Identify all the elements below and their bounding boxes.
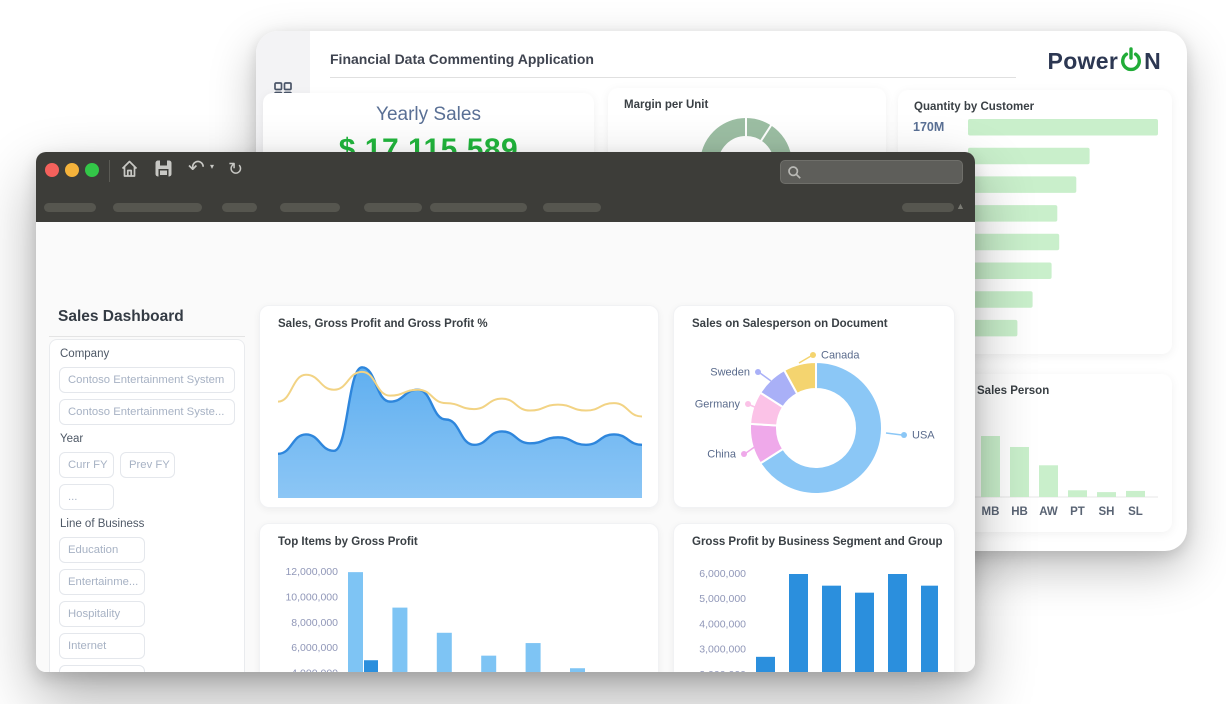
filter-panel: Company Contoso Entertainment System Conto… [49, 339, 245, 672]
page-title: Sales Dashboard [58, 308, 184, 325]
chart-title: Sales on Salesperson on Document [692, 318, 888, 330]
grouped-bar-chart: 12,000,000 10,000,000 8,000,000 6,000,000 4,… [278, 554, 642, 672]
svg-text:6,000,000: 6,000,000 [699, 568, 746, 580]
logo-text-power: Power [1047, 48, 1119, 74]
menu-item[interactable] [364, 203, 422, 212]
svg-text:2,000,000: 2,000,000 [699, 669, 746, 672]
menu-item[interactable] [280, 203, 340, 212]
filter-chip-group: Curr FY Prev FY... [59, 452, 235, 510]
axis-tick-label: 170M [913, 120, 945, 134]
top-items-card: Top Items by Gross Profit 12,000,000 10,0… [259, 523, 659, 672]
salesperson-donut-card: Sales on Salesperson on Document USA Chin… [673, 305, 955, 508]
search-icon [788, 165, 801, 179]
svg-text:10,000,000: 10,000,000 [285, 591, 338, 603]
chart-title: Quantity by Customer [914, 101, 1035, 113]
svg-text:SL: SL [1128, 506, 1143, 518]
close-window-button[interactable] [45, 163, 59, 177]
filter-chip-group: Contoso Entertainment System Contoso Ente… [59, 367, 235, 425]
filter-chip-group: Education Entertainme... Hospitality Intern… [59, 537, 235, 672]
poweron-logo: Power N [1048, 46, 1161, 77]
logo-text-n: N [1144, 48, 1161, 74]
menu-item[interactable] [222, 203, 257, 212]
donut-chart: USA China Germany Sweden Canada [674, 306, 956, 509]
svg-text:AW: AW [1039, 506, 1058, 518]
sales-person-bar-chart: MB HB AW PT SH SL [900, 374, 1172, 532]
sales-gross-profit-card: Sales, Gross Profit and Gross Profit % [259, 305, 659, 508]
chart-title: Gross Profit by Business Segment and Gro… [692, 536, 943, 548]
bar-chart: 6,000,000 5,000,000 4,000,000 3,000,000 2,00… [692, 557, 940, 672]
svg-text:3,000,000: 3,000,000 [699, 644, 746, 656]
power-icon [1119, 46, 1143, 77]
svg-text:8,000,000: 8,000,000 [291, 617, 338, 629]
svg-text:Canada: Canada [821, 350, 860, 362]
svg-text:4,000,000: 4,000,000 [291, 668, 338, 672]
svg-text:USA: USA [912, 430, 935, 442]
heading-divider [49, 336, 245, 337]
svg-text:Germany: Germany [695, 399, 741, 411]
filter-group-label: Line of Business [60, 518, 145, 530]
menu-item[interactable] [902, 203, 954, 212]
window-titlebar: ↶ ▾ ↻ ▲ [36, 152, 975, 222]
search-input[interactable] [802, 164, 956, 180]
save-button[interactable] [155, 160, 172, 183]
chart-title: Sales, Gross Profit and Gross Profit % [278, 318, 488, 330]
svg-text:MB: MB [982, 506, 1000, 518]
title-divider [330, 77, 1016, 78]
refresh-button[interactable]: ↻ [228, 159, 244, 179]
filter-chip[interactable]: Education [59, 537, 145, 563]
minimize-window-button[interactable] [65, 163, 79, 177]
menu-item[interactable] [543, 203, 601, 212]
dashboard-content: Sales Dashboard Company Contoso Entertain… [36, 222, 975, 672]
filter-chip[interactable]: ... [59, 484, 114, 510]
menu-item[interactable] [44, 203, 96, 212]
undo-button[interactable]: ↶ [188, 157, 205, 179]
menu-item[interactable] [430, 203, 527, 212]
undo-dropdown-icon[interactable]: ▾ [210, 162, 215, 171]
filter-chip[interactable]: Contoso Entertainment System [59, 367, 235, 393]
quantity-bar-chart [898, 90, 1172, 354]
dashboard-window: ↶ ▾ ↻ ▲ Sales Dashboard Company Contoso E… [36, 152, 975, 672]
chart-title: Sales Person [977, 385, 1050, 397]
filter-chip[interactable]: Hospitality [59, 601, 145, 627]
filter-chip[interactable]: Retailers [59, 665, 145, 672]
home-button[interactable] [120, 158, 139, 185]
ribbon-collapse-icon[interactable]: ▲ [956, 201, 965, 211]
svg-text:Sweden: Sweden [710, 367, 750, 379]
gross-profit-segment-card: Gross Profit by Business Segment and Gro… [673, 523, 955, 672]
search-box[interactable] [780, 160, 963, 184]
filter-chip[interactable]: Contoso Entertainment Syste... [59, 399, 235, 425]
svg-text:HB: HB [1011, 506, 1028, 518]
svg-text:PT: PT [1070, 506, 1085, 518]
svg-text:China: China [707, 449, 737, 461]
svg-text:6,000,000: 6,000,000 [291, 642, 338, 654]
kpi-title: Yearly Sales [376, 104, 481, 125]
toolbar-divider [109, 160, 110, 182]
filter-chip[interactable]: Entertainme... [59, 569, 145, 595]
svg-text:4,000,000: 4,000,000 [699, 618, 746, 630]
filter-chip[interactable]: Prev FY [120, 452, 175, 478]
filter-group-label: Year [60, 433, 84, 445]
chart-title: Margin per Unit [624, 99, 709, 111]
svg-text:5,000,000: 5,000,000 [699, 593, 746, 605]
filter-group-label: Company [60, 348, 110, 360]
svg-text:SH: SH [1099, 506, 1115, 518]
filter-chip[interactable]: Curr FY [59, 452, 114, 478]
app-title: Financial Data Commenting Application [330, 51, 594, 67]
area-chart [277, 339, 643, 498]
menu-item[interactable] [113, 203, 202, 212]
svg-text:12,000,000: 12,000,000 [285, 566, 338, 578]
chart-title: Top Items by Gross Profit [278, 536, 418, 548]
maximize-window-button[interactable] [85, 163, 99, 177]
filter-chip[interactable]: Internet [59, 633, 145, 659]
